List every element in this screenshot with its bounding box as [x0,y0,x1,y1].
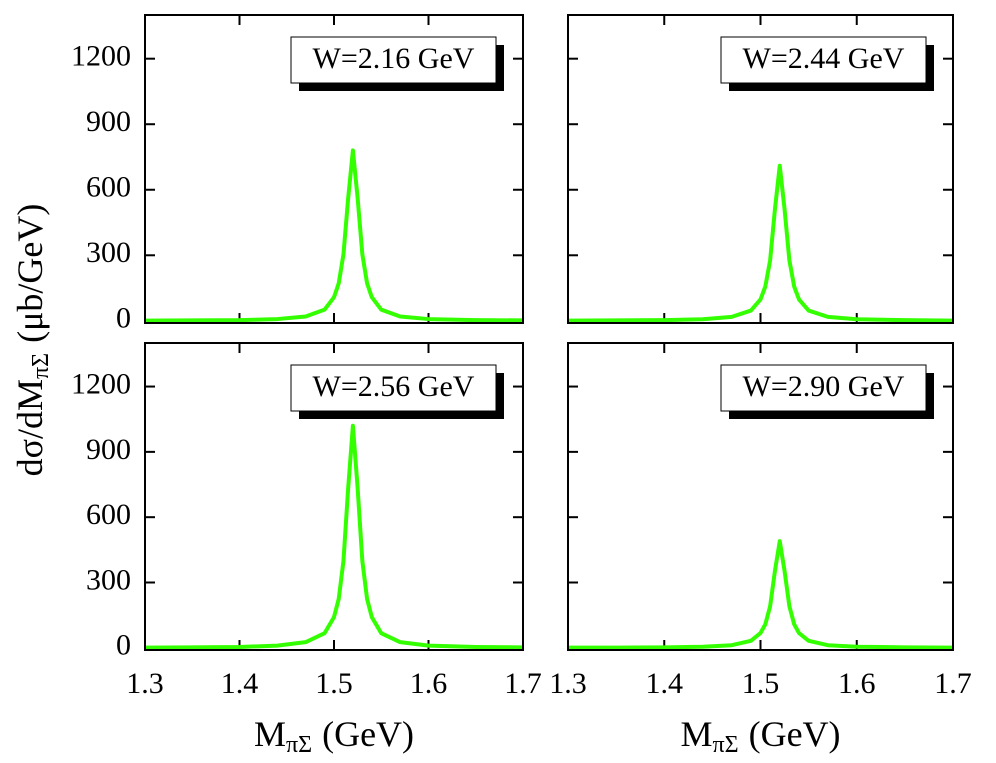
y-tick-label: 900 [86,105,131,138]
x-tick-label: 1.5 [315,667,353,700]
y-tick-label: 600 [86,171,131,204]
annotation-box [720,364,927,412]
x-label-sub: πΣ [286,732,312,758]
x-tick-label: 1.4 [221,667,259,700]
y-tick-label: 0 [116,629,131,662]
plot-frame [567,14,954,324]
x-label-unit: (GeV) [749,714,841,754]
x-label-unit: (GeV) [322,714,414,754]
y-tick-label: 300 [86,236,131,269]
curve [567,163,954,323]
plot-frame [144,342,524,651]
annotation: W=2.44 GeV [743,42,905,75]
y-label-main: dσ/dM [10,379,50,476]
x-axis-label: MπΣ (GeV) [680,714,840,757]
x-tick-label: 1.7 [504,667,542,700]
y-axis-label: dσ/dMπΣ (μb/GeV) [10,204,53,477]
annotation: W=2.90 GeV [743,370,905,403]
y-tick-label: 900 [86,433,131,466]
x-tick-label: 1.4 [646,667,684,700]
x-label-main: M [254,714,286,754]
x-tick-label: 1.7 [934,667,972,700]
y-tick-label: 600 [86,498,131,531]
x-tick-label: 1.6 [410,667,448,700]
y-tick-label: 300 [86,563,131,596]
plot-frame [144,14,524,324]
curve [144,148,524,323]
plot-frame [567,342,954,651]
annotation-box [290,36,497,84]
annotation-box [720,36,927,84]
annotation-box [290,364,497,412]
x-tick-label: 1.6 [838,667,876,700]
y-label-unit: (μb/GeV) [10,204,50,343]
y-label-sub: πΣ [28,353,54,379]
x-tick-label: 1.5 [742,667,780,700]
x-label-sub: πΣ [712,732,738,758]
annotation: W=2.56 GeV [313,370,475,403]
annotation: W=2.16 GeV [313,42,475,75]
x-tick-label: 1.3 [549,667,587,700]
x-axis-label: MπΣ (GeV) [254,714,414,757]
y-tick-label: 0 [116,302,131,335]
y-tick-label: 1200 [71,40,131,73]
curve [568,539,954,650]
curve [144,423,524,650]
x-tick-label: 1.3 [126,667,164,700]
y-tick-label: 1200 [71,367,131,400]
x-label-main: M [680,714,712,754]
